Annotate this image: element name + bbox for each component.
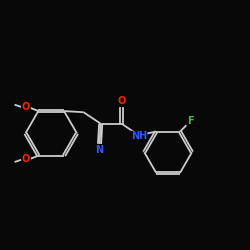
- Text: F: F: [188, 116, 194, 126]
- Text: O: O: [118, 96, 126, 106]
- Text: O: O: [22, 154, 30, 164]
- Text: O: O: [22, 102, 30, 113]
- Text: NH: NH: [131, 131, 147, 141]
- Text: N: N: [96, 145, 104, 155]
